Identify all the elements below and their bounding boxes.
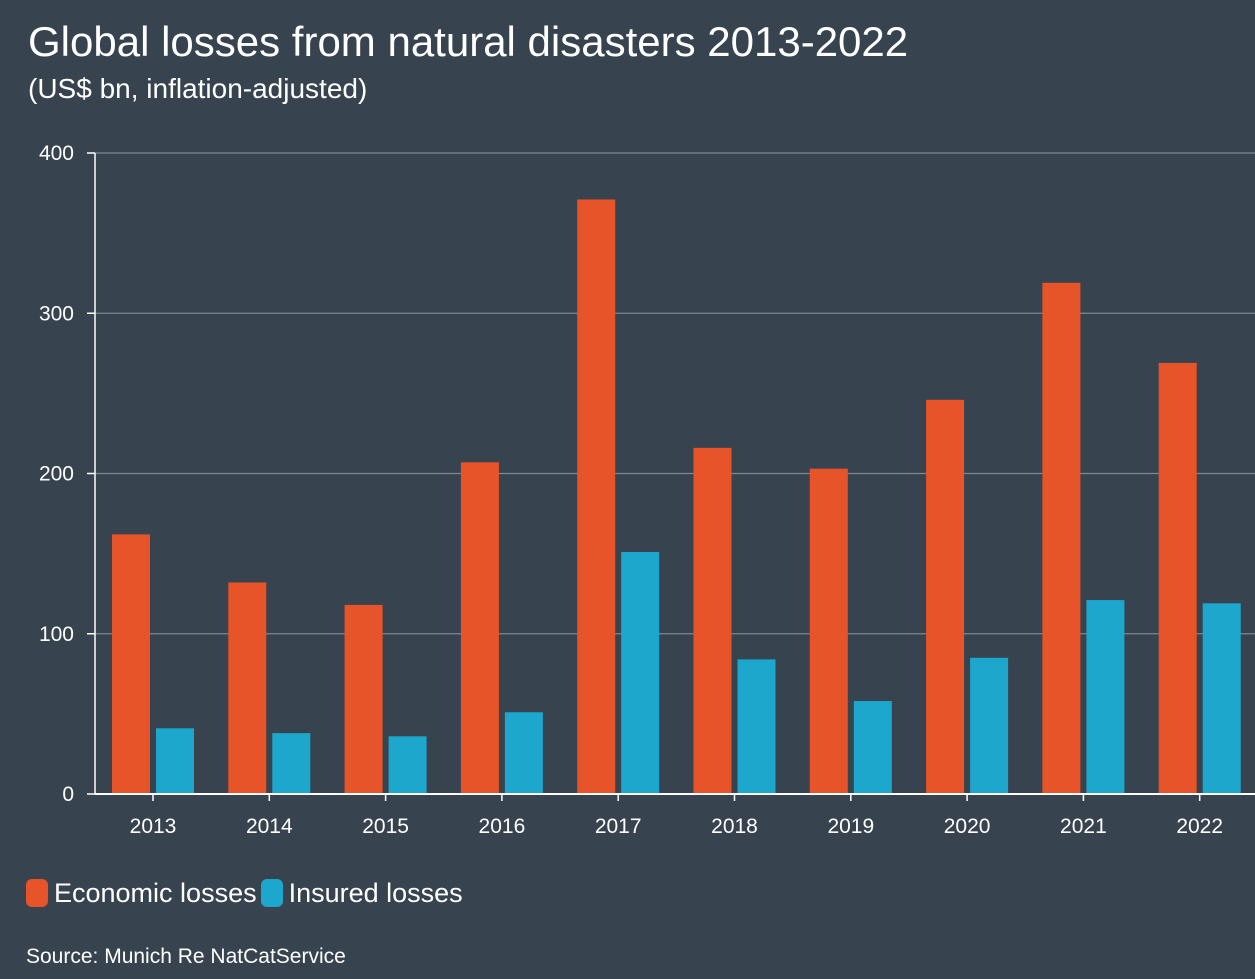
bar-insured-2019 [853,701,892,794]
bar-insured-2016 [504,712,543,794]
bar-economic-2020 [926,399,965,794]
legend-swatch-economic [26,879,48,907]
x-tick-label: 2019 [827,815,874,838]
x-tick-label: 2020 [944,815,991,838]
x-tick-label: 2018 [711,815,758,838]
x-tick-label: 2014 [246,815,293,838]
bar-economic-2014 [228,582,267,794]
bar-economic-2016 [460,462,499,794]
bar-economic-2022 [1158,362,1197,794]
bar-insured-2021 [1086,600,1125,794]
chart-title: Global losses from natural disasters 201… [28,18,909,65]
x-tick-label: 2013 [130,815,177,838]
bar-insured-2013 [156,728,194,794]
legend-item-insured: Insured losses [260,876,463,910]
y-tick-label: 200 [39,463,74,486]
bar-insured-2022 [1202,603,1241,794]
x-tick-label: 2016 [479,815,526,838]
y-tick-label: 100 [39,623,74,646]
bar-economic-2019 [809,468,848,794]
bar-economic-2013 [112,534,150,794]
y-tick-label: 0 [62,783,74,806]
legend: Economic losses Insured losses [26,876,467,910]
y-tick-label: 300 [39,302,74,325]
bars [112,199,1241,794]
x-tick-label: 2015 [362,815,409,838]
chart-subtitle: (US$ bn, inflation-adjusted) [28,73,368,104]
bar-insured-2015 [388,736,427,794]
legend-label-economic: Economic losses [54,878,257,908]
x-tick-label: 2021 [1060,815,1107,838]
grid-lines [95,152,1255,635]
axes [87,152,1255,801]
x-tick-label: 2017 [595,815,642,838]
bar-economic-2021 [1042,282,1081,794]
bar-economic-2017 [577,199,616,794]
legend-item-economic: Economic losses [26,876,257,910]
tick-labels: 0 100 200 300 400 2013 2014 2015 2016 2017 2018 201… [39,142,1223,838]
bar-insured-2020 [970,657,1009,794]
bar-insured-2018 [737,659,776,794]
source-note: Source: Munich Re NatCatService [26,945,346,968]
bar-insured-2014 [272,733,311,794]
x-tick-label: 2022 [1176,815,1223,838]
legend-swatch-insured [260,879,283,907]
y-tick-label: 400 [39,142,74,165]
bar-insured-2017 [621,552,660,794]
bar-chart: 0 100 200 300 400 2013 2014 2015 2016 2017 2018 201… [39,142,1255,838]
legend-label-insured: Insured losses [288,878,463,908]
bar-economic-2018 [693,447,732,794]
bar-economic-2015 [344,604,383,794]
